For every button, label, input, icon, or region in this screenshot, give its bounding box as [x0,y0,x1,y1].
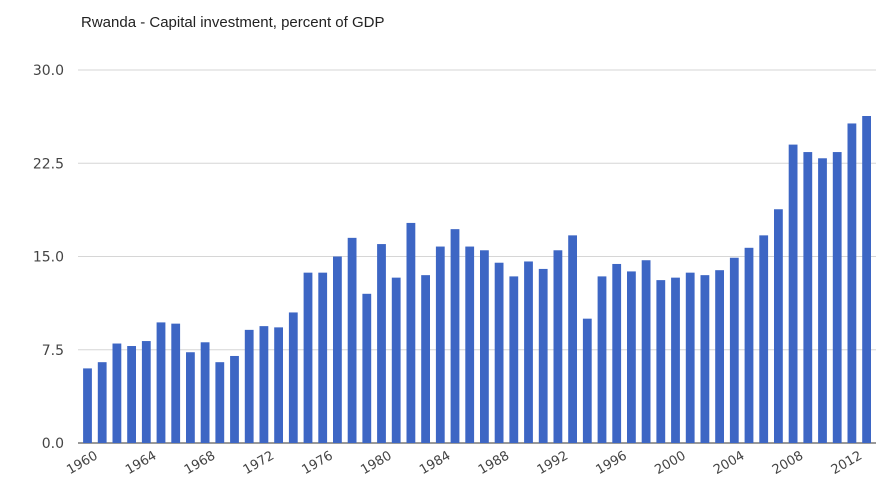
bar [685,272,695,443]
bar [494,262,504,443]
bar [318,272,328,443]
bar [832,152,842,443]
bar [582,318,592,443]
bar [435,246,445,443]
y-tick-label: 15.0 [33,250,64,266]
bar [671,277,680,443]
chart-title: Rwanda - Capital investment, percent of … [81,14,385,31]
bar [818,158,827,443]
x-tick-label: 1996 [594,448,630,478]
bar [406,222,416,443]
bar [597,276,607,443]
x-axis: 1960 1964 1968 1972 1976 1980 1984 1988 1992 1996… [64,448,865,478]
x-tick-label: 1992 [535,448,571,478]
bar [288,312,298,443]
x-tick-label: 2012 [829,448,865,478]
x-tick-label: 1984 [417,448,453,478]
bar [715,270,724,443]
bars [83,116,871,444]
bar [97,362,107,443]
bar [186,352,195,443]
bar [83,368,92,443]
bar [744,247,754,443]
bar [538,268,548,443]
y-axis: 0.0 7.5 15.0 22.5 30.0 [33,63,64,452]
bar [141,341,151,443]
y-tick-label: 30.0 [33,63,64,79]
bar [127,346,136,443]
bar [524,261,533,443]
gridlines [78,69,876,444]
bar [803,152,813,443]
bar [112,343,122,443]
bar [333,256,342,443]
x-tick-label: 2008 [770,448,806,478]
bar [480,250,489,443]
bar [450,229,460,443]
bar [788,144,798,443]
bar [847,123,857,444]
x-tick-label: 1968 [182,448,218,478]
bar [641,260,651,443]
bar [612,263,622,443]
x-tick-label: 1976 [300,448,336,478]
bar [274,327,283,443]
bar [700,275,710,443]
bar [774,209,783,443]
bar [553,250,563,443]
x-tick-label: 1972 [241,448,277,478]
bar [729,257,739,443]
y-tick-label: 22.5 [33,156,64,172]
bar [656,280,666,443]
x-tick-label: 1980 [358,448,394,478]
bar [862,116,871,443]
bar [759,235,769,443]
bar [230,355,239,443]
bar [421,275,430,443]
bar [627,271,636,443]
bar [568,235,577,443]
bar [391,277,401,443]
y-tick-label: 7.5 [42,343,64,359]
bar [156,322,166,443]
bar [362,293,372,443]
bar [171,323,181,443]
bar [303,272,313,443]
bar [200,342,210,443]
x-tick-label: 1964 [123,448,159,478]
bar [244,329,254,443]
bar [465,246,475,443]
bar [509,276,519,443]
bar [377,244,386,443]
bar [215,362,225,443]
x-tick-label: 2000 [652,448,688,478]
x-tick-label: 2004 [711,448,747,478]
x-tick-label: 1960 [64,448,100,478]
y-tick-label: 0.0 [42,436,64,452]
bar [347,237,357,443]
x-tick-label: 1988 [476,448,512,478]
bar [259,326,269,443]
